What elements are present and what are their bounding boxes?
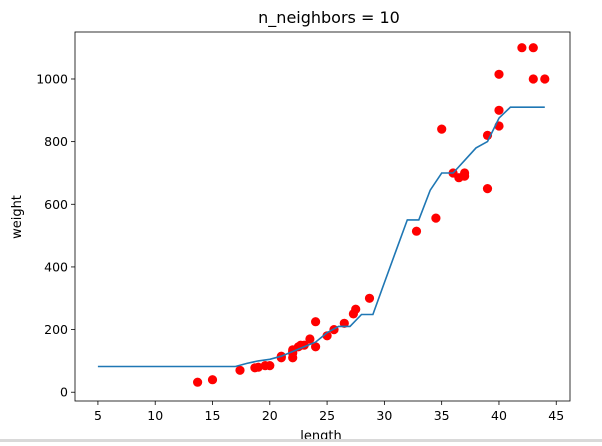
scatter-point xyxy=(431,213,441,223)
scatter-point xyxy=(235,365,245,375)
scatter-point xyxy=(528,43,538,53)
chart-title: n_neighbors = 10 xyxy=(258,8,400,28)
scatter-point xyxy=(207,375,218,385)
scatter-point xyxy=(528,74,538,84)
x-tick-label: 45 xyxy=(548,408,564,423)
scatter-point xyxy=(253,362,263,372)
scatter-point xyxy=(460,171,470,181)
scatter-point xyxy=(411,226,422,236)
prediction-line xyxy=(97,106,545,368)
scatter-point xyxy=(437,124,447,134)
scatter-point xyxy=(482,184,493,194)
scatter-point xyxy=(305,334,315,344)
scatter-point xyxy=(494,105,504,115)
x-tick-label: 35 xyxy=(434,408,450,423)
scatter-point xyxy=(351,304,361,314)
scatter-point xyxy=(322,331,332,341)
plot-frame xyxy=(74,31,571,402)
y-axis-label: weight xyxy=(10,195,25,239)
x-tick-label: 5 xyxy=(94,408,102,423)
scatter-point xyxy=(540,74,550,84)
scatter-point xyxy=(265,361,275,371)
x-tick-label: 10 xyxy=(147,408,163,423)
plot-area xyxy=(97,43,550,387)
scatter-point xyxy=(517,43,527,53)
window-bottom-border xyxy=(0,439,602,442)
x-tick-label: 40 xyxy=(491,408,507,423)
y-tick-label: 0 xyxy=(60,385,68,400)
x-tick-label: 15 xyxy=(205,408,221,423)
y-tick-label: 1000 xyxy=(36,71,68,86)
scatter-point xyxy=(339,318,349,328)
y-tick-label: 400 xyxy=(44,259,68,274)
scatter-point xyxy=(364,293,375,303)
x-tick-label: 30 xyxy=(376,408,392,423)
axes: 5 10 15 20 25 30 35 40 45 0 200 400 600 800 1000 xyxy=(36,31,571,423)
x-tick-label: 25 xyxy=(319,408,335,423)
y-tick-label: 200 xyxy=(44,322,68,337)
y-tick-label: 600 xyxy=(44,197,68,212)
scatter-point xyxy=(311,317,321,327)
y-tick-label: 800 xyxy=(44,134,68,149)
scatter-point xyxy=(193,377,203,387)
x-tick-label: 20 xyxy=(262,408,278,423)
scatter-point xyxy=(311,342,321,352)
scatter-point xyxy=(494,69,504,79)
